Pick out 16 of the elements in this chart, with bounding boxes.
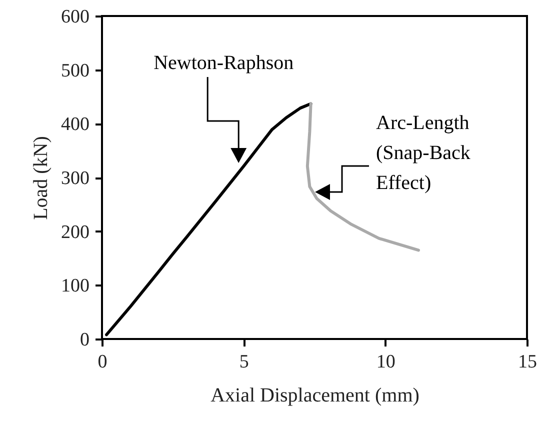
y-tick-label: 400 [61,114,90,136]
x-tick-label: 5 [239,352,249,372]
annotation: Arc-Length (Snap-Back Effect) [376,112,470,194]
line-series [105,102,312,336]
y-tick-label: 0 [80,330,90,350]
y-axis-title: Load (kN) [30,136,52,220]
x-tick-label: 0 [98,352,108,372]
y-tick-label: 100 [61,276,90,297]
annotation: Newton-Raphson [154,52,294,74]
y-tick-label: 600 [61,6,90,28]
y-tick-label: 300 [61,168,90,189]
x-tick-label: 10 [376,352,396,372]
y-tick-label: 500 [61,60,90,82]
x-tick-label: 15 [518,352,537,372]
y-tick-label: 200 [61,222,90,243]
x-axis-title: Axial Displacement (mm) [210,384,420,406]
